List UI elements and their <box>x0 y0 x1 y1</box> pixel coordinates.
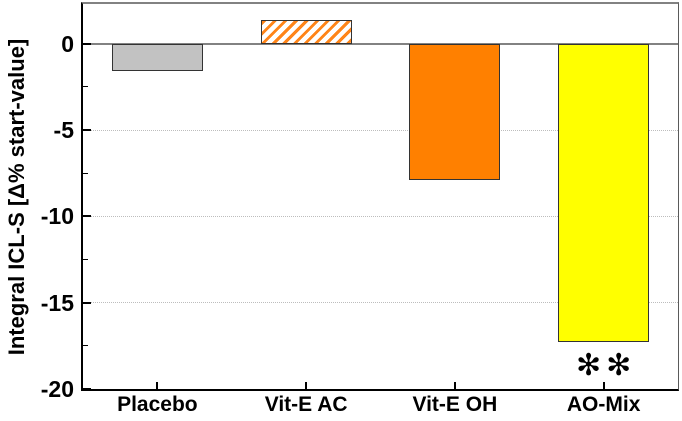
x-tick-vit-e-ac <box>305 382 308 389</box>
plot-area: ✻✻ <box>81 2 679 391</box>
x-tick-vit-e-oh <box>453 382 456 389</box>
x-tick-ao-mix <box>602 382 605 389</box>
bar-vit-e-oh <box>409 43 501 181</box>
y-tick-label-20: -20 <box>40 376 74 402</box>
bar-vit-e-ac <box>260 19 352 44</box>
zero-line <box>83 42 678 45</box>
y-minor-tick-2-5 <box>83 86 88 88</box>
y-tick-10 <box>83 215 91 218</box>
y-tick-label-5: -5 <box>53 117 74 144</box>
y-tick-5 <box>83 129 91 132</box>
significance-annotation-ao-mix: ✻✻ <box>575 348 637 384</box>
gridline-y-15 <box>83 302 678 304</box>
y-tick-label-15: -15 <box>40 289 74 316</box>
y-tick-15 <box>83 301 91 304</box>
y-tick-label-0: 0 <box>61 30 74 57</box>
gridline-y-10 <box>83 215 678 217</box>
y-tick-label-10: -10 <box>40 203 74 230</box>
x-tick-placebo <box>156 382 159 389</box>
y-minor-tick-7-5 <box>83 172 88 174</box>
bar-placebo <box>111 43 203 72</box>
y-tick-0 <box>83 42 91 45</box>
gridline-y-5 <box>83 129 678 131</box>
x-tick-label-vit-e-oh: Vit-E OH <box>412 393 498 416</box>
y-tick-20 <box>83 388 91 390</box>
y-minor-tick-17-5 <box>83 345 88 347</box>
y-minor-tick-12-5 <box>83 259 88 261</box>
x-tick-label-ao-mix: AO-Mix <box>566 393 641 416</box>
x-tick-label-vit-e-ac: Vit-E AC <box>264 393 348 416</box>
bar-ao-mix <box>558 43 650 343</box>
x-tick-label-placebo: Placebo <box>117 393 198 416</box>
